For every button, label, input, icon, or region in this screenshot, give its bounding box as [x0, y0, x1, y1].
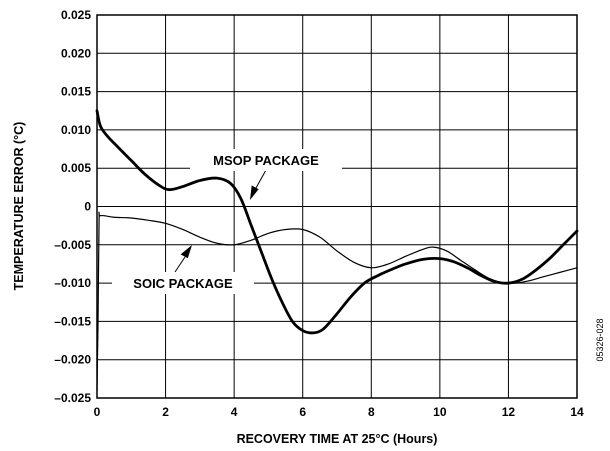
msop-series-line — [95, 109, 579, 335]
y-tick-label: 0.025 — [61, 8, 91, 22]
soic-label: SOIC PACKAGE — [133, 276, 233, 291]
y-tick-label: –0.010 — [54, 276, 91, 290]
y-tick-label: 0.015 — [61, 85, 91, 99]
y-tick-label: 0.010 — [61, 123, 91, 137]
x-tick-label: 0 — [94, 405, 101, 419]
x-tick-label: 10 — [433, 405, 447, 419]
y-tick-labels: –0.025 –0.020 –0.015 –0.010 –0.005 0 0.005 0.01… — [54, 8, 91, 405]
x-tick-labels: 0 2 4 6 8 10 12 14 — [94, 405, 584, 419]
msop-arrow-head — [250, 185, 259, 200]
msop-label: MSOP PACKAGE — [213, 153, 319, 168]
y-tick-label: 0 — [84, 200, 91, 214]
y-tick-label: –0.005 — [54, 238, 91, 252]
x-tick-label: 4 — [231, 405, 238, 419]
x-tick-label: 12 — [502, 405, 516, 419]
msop-label-bg — [190, 149, 342, 171]
soic-leader-line — [174, 256, 186, 273]
y-tick-label: –0.020 — [54, 353, 91, 367]
y-tick-label: –0.025 — [54, 391, 91, 405]
grid-lines — [96, 14, 578, 399]
soic-label-bg — [112, 272, 254, 294]
x-tick-label: 14 — [570, 405, 584, 419]
x-tick-label: 8 — [368, 405, 375, 419]
y-axis-title: TEMPERATURE ERROR (°C) — [12, 122, 26, 291]
soic-series-line — [96, 211, 578, 391]
y-tick-label: –0.015 — [54, 314, 91, 328]
y-tick-label: 0.005 — [61, 161, 91, 175]
x-axis-title: RECOVERY TIME AT 25°C (Hours) — [237, 432, 438, 446]
figure-id: 05326-028 — [595, 318, 605, 361]
x-tick-label: 2 — [162, 405, 169, 419]
series-lines — [95, 109, 579, 391]
soic-arrow-head — [180, 245, 192, 259]
x-tick-label: 6 — [299, 405, 306, 419]
y-tick-label: 0.020 — [61, 46, 91, 60]
plot-frame — [96, 14, 578, 399]
